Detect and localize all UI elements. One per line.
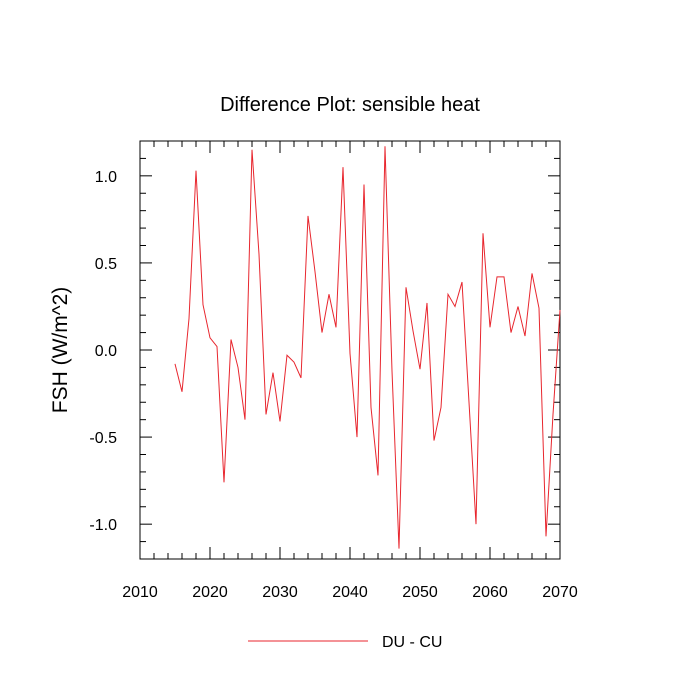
y-tick-label: 1.0 (95, 169, 117, 186)
y-tick-label: -1.0 (89, 517, 117, 534)
chart-title: Difference Plot: sensible heat (220, 94, 480, 116)
x-tick-label: 2010 (122, 584, 158, 601)
legend-label-du-cu: DU - CU (382, 634, 442, 651)
y-axis-tick-labels: -1.0 -0.5 0.0 0.5 1.0 (89, 169, 117, 534)
series-line-du-cu (174, 146, 561, 549)
y-axis-label: FSH (W/m^2) (49, 287, 72, 414)
x-tick-label: 2030 (262, 584, 298, 601)
x-tick-label: 2020 (192, 584, 228, 601)
x-axis-tick-labels: 2010 2020 2030 2040 2050 2060 2070 (122, 584, 578, 601)
x-tick-label: 2070 (542, 584, 578, 601)
legend: DU - CU (248, 634, 442, 651)
x-tick-label: 2050 (402, 584, 438, 601)
y-tick-label: 0.0 (95, 343, 117, 360)
x-axis-ticks (139, 141, 561, 559)
x-tick-label: 2040 (332, 584, 368, 601)
y-tick-label: -0.5 (89, 430, 117, 447)
series-layer (174, 146, 561, 549)
x-tick-label: 2060 (472, 584, 508, 601)
plot-area: 2010 2020 2030 2040 2050 2060 2070 -1.0 -0.5 0.0… (89, 140, 578, 601)
y-axis-ticks (140, 140, 560, 560)
y-tick-label: 0.5 (95, 256, 117, 273)
